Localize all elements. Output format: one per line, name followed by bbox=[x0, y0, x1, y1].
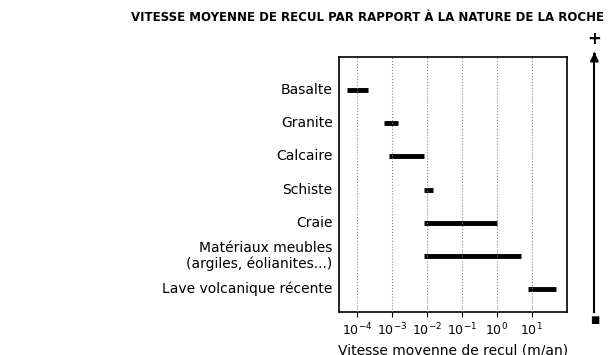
Text: Calcaire: Calcaire bbox=[276, 149, 333, 163]
Text: Granite: Granite bbox=[281, 116, 333, 130]
Text: Lave volcanique récente: Lave volcanique récente bbox=[162, 282, 333, 296]
Text: Craie: Craie bbox=[296, 216, 333, 230]
Text: Matériaux meubles
(argiles, éolianites...): Matériaux meubles (argiles, éolianites..… bbox=[187, 241, 333, 271]
Text: Résistance de la roche: Résistance de la roche bbox=[615, 106, 616, 263]
Text: VITESSE MOYENNE DE RECUL PAR RAPPORT À LA NATURE DE LA ROCHE: VITESSE MOYENNE DE RECUL PAR RAPPORT À L… bbox=[131, 11, 604, 24]
Text: +: + bbox=[588, 30, 601, 48]
X-axis label: Vitesse moyenne de recul (m/an): Vitesse moyenne de recul (m/an) bbox=[338, 344, 568, 355]
Text: Basalte: Basalte bbox=[281, 83, 333, 97]
Text: ■: ■ bbox=[590, 315, 599, 324]
Text: Schiste: Schiste bbox=[283, 182, 333, 197]
